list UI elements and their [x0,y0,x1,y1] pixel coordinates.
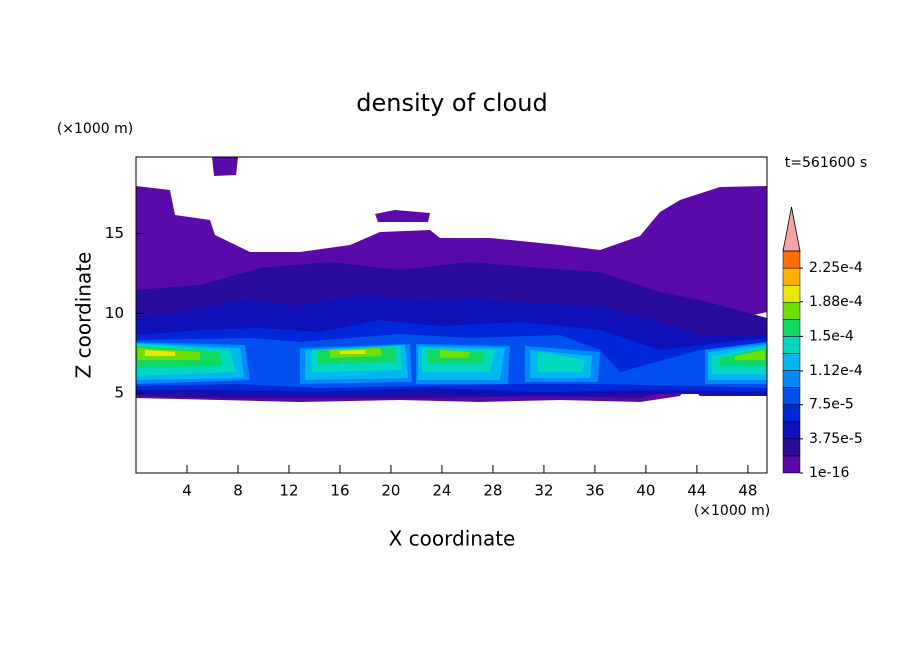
x-tick-label: 24 [432,482,451,500]
x-tick-label: 44 [687,482,706,500]
contour-region [735,350,765,360]
x-unit: (×1000 m) [694,503,770,519]
chart-title: density of cloud [356,89,547,117]
colorbar-label: 1.12e-4 [809,363,863,379]
colorbar-box [782,370,801,388]
x-tick-label: 20 [381,482,400,500]
contour-region [440,350,470,358]
contour-region [145,350,175,356]
y-tick-label: 5 [114,384,124,402]
colorbar-box [782,438,801,457]
colorbar-box [782,250,801,269]
time-label: t=561600 s [785,155,867,171]
colorbar-label: 7.5e-5 [809,397,854,413]
x-tick-label: 16 [330,482,349,500]
colorbar-box [782,455,801,474]
colorbar-label: 1.5e-4 [809,328,854,344]
colorbar-box [782,336,801,354]
x-tick-label: 48 [738,482,757,500]
colorbar-box [782,319,801,337]
contour-region [340,350,365,354]
plot-frame [135,156,768,474]
x-tick-label: 8 [233,482,243,500]
x-tick-label: 36 [585,482,604,500]
colorbar-box [782,387,801,405]
x-tick-label: 40 [636,482,655,500]
contour-region [375,210,430,222]
x-tick-label: 4 [182,482,192,500]
colorbar-box [782,421,801,440]
colorbar-label: 3.75e-5 [809,431,863,447]
x-tick-label: 12 [279,482,298,500]
colorbar-box [782,353,801,371]
y-tick-label: 15 [105,224,124,242]
y-unit: (×1000 m) [57,121,133,137]
colorbar-box [782,267,801,286]
x-tick-label: 28 [483,482,502,500]
colorbar-label: 1.88e-4 [809,294,863,310]
colorbar-extension [782,206,801,252]
contour-region [538,352,585,372]
x-axis-label: X coordinate [389,527,516,551]
x-tick-label: 32 [534,482,553,500]
y-tick-label: 10 [105,304,124,322]
colorbar-label: 2.25e-4 [809,260,863,276]
colorbar-box [782,301,801,320]
colorbar-label: 1e-16 [809,465,849,481]
contour-region [212,157,238,176]
colorbar-box [782,284,801,303]
y-axis-label: Z coordinate [72,252,96,379]
colorbar-box [782,404,801,423]
